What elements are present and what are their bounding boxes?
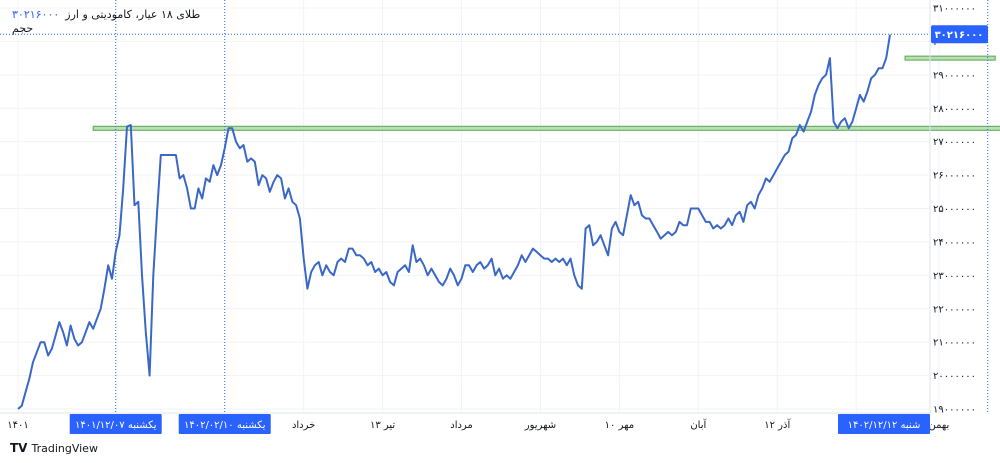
y-tick-label: ۲۱۰۰۰۰۰۰ [933,338,976,349]
crosshair-date-labels: یکشنبه ۱۴۰۱/۱۲/۰۷ یکشنبه ۱۴۰۲/۰۲/۱۰ شنبه ۱… [69,414,930,434]
crosshair-date-text: شنبه ۱۴۰۲/۱۲/۱۲ [848,420,921,431]
price-series [17,34,891,410]
legend-volume-label[interactable]: حجم [12,22,34,35]
x-tick-label: شهریور [524,420,556,431]
x-tick-label: ۱۰ مهر [605,420,634,431]
chart-legend: ۳۰۲۱۶۰۰۰ طلای ۱۸ عیار، کامودیتی و ارز حج… [12,8,200,36]
crosshair-date-text: یکشنبه ۱۴۰۱/۱۲/۰۷ [75,420,157,431]
price-line [17,34,891,410]
x-tick-label: بهمن [928,420,949,431]
last-price-text: ۳۰۲۱۶۰۰۰ [935,30,984,41]
band-rect [92,125,1000,131]
crosshair-date-box [69,414,162,434]
x-tick-label: ۱۲ آذر [764,418,791,431]
y-tick-label: ۲۴۰۰۰۰۰۰ [933,237,976,248]
support-resistance-bands [92,55,1000,131]
crosshair-date-box [838,414,930,434]
last-price-label: ۳۰۲۱۶۰۰۰ [931,25,988,44]
y-tick-label: ۲۲۰۰۰۰۰۰ [933,304,976,315]
x-tick-label: خرداد [292,420,315,431]
tradingview-name: TradingView [31,441,98,455]
x-tick-label: آبان [690,418,707,431]
y-tick-label: ۲۰۰۰۰۰۰۰ [933,371,976,382]
crosshair-date-box [178,414,271,434]
y-tick-label: ۱۹۰۰۰۰۰۰ [933,405,976,416]
x-tick-label: ۱۳ تیر [370,420,395,431]
y-tick-label: ۲۳۰۰۰۰۰۰ [933,271,976,282]
legend-volume-row: حجم [12,22,200,36]
x-tick-label: ۱۴۰۱ [7,420,28,431]
crosshair-date-text: یکشنبه ۱۴۰۲/۰۲/۱۰ [184,420,266,431]
y-tick-label: ۲۹۰۰۰۰۰۰ [933,70,976,81]
legend-symbol-row: ۳۰۲۱۶۰۰۰ طلای ۱۸ عیار، کامودیتی و ارز [12,8,200,22]
x-tick-label: مرداد [450,420,473,431]
price-axis[interactable]: ۱۹۰۰۰۰۰۰ ۲۰۰۰۰۰۰۰ ۲۱۰۰۰۰۰۰ ۲۲۰۰۰۰۰۰ ۲۳۰۰۰۰۰۰… [933,4,976,416]
band-rect [904,55,996,61]
y-tick-label: ۲۶۰۰۰۰۰۰ [933,171,976,182]
y-tick-label: ۲۸۰۰۰۰۰۰ [933,104,976,115]
tradingview-logo-icon: TV [10,441,28,455]
y-tick-label: ۳۱۰۰۰۰۰۰ [933,4,976,15]
tradingview-brand[interactable]: TV TradingView [10,441,98,455]
legend-value: ۳۰۲۱۶۰۰۰ [12,8,60,21]
last-price-box [931,25,988,44]
y-tick-label: ۲۵۰۰۰۰۰۰ [933,204,976,215]
legend-symbol[interactable]: طلای ۱۸ عیار، کامودیتی و ارز [65,8,201,21]
crosshair-lines [0,0,989,413]
y-tick-label: ۲۷۰۰۰۰۰۰ [933,137,976,148]
grid [0,0,940,413]
